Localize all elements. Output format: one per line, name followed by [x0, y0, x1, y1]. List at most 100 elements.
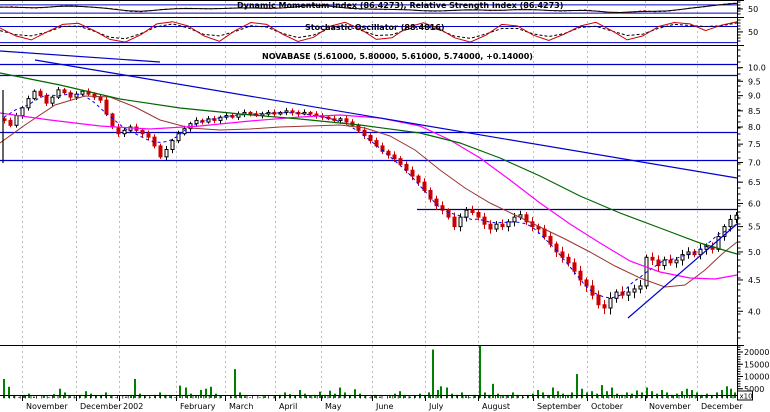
candle-down — [158, 145, 163, 158]
ma-long-green — [0, 72, 738, 255]
volume-bar — [299, 389, 301, 398]
month-label: 2002 — [123, 402, 143, 411]
candle-up — [32, 90, 37, 100]
volume-bar — [701, 394, 703, 398]
candle-up — [506, 221, 511, 228]
candle-down — [290, 110, 295, 113]
candle-down — [620, 291, 625, 296]
volume-bar — [210, 386, 212, 398]
candle-up — [284, 110, 289, 113]
axis-label: 9.5 — [748, 77, 761, 86]
candle-down — [524, 214, 529, 223]
axis-label: 8.5 — [748, 107, 761, 116]
volume-bar — [53, 394, 55, 398]
candle-down — [650, 256, 655, 261]
candle-up — [638, 285, 643, 290]
candle-down — [476, 211, 481, 218]
candle-up — [680, 254, 685, 261]
volume-bar — [369, 397, 371, 398]
candle-up — [26, 98, 31, 109]
candle-down — [68, 92, 73, 98]
volume-bar — [144, 396, 146, 398]
volume-unit-label: x10 — [740, 393, 753, 401]
volume-bar — [48, 397, 50, 398]
candle-up — [728, 218, 733, 228]
candle-down — [584, 279, 589, 287]
candle-up — [218, 116, 223, 121]
candle-down — [392, 154, 397, 160]
price-panel-title: NOVABASE (5.61000, 5.80000, 5.61000, 5.7… — [262, 52, 533, 61]
axis-label: 9.0 — [748, 92, 761, 101]
volume-bar — [686, 388, 688, 398]
volume-bar — [465, 396, 467, 398]
month-label: February — [180, 402, 216, 411]
axis-label: 4.5 — [748, 276, 761, 285]
candle-up — [56, 89, 61, 98]
axis-label: 15000 — [744, 360, 769, 369]
candle-up — [122, 129, 127, 135]
volume-bar — [502, 396, 504, 398]
volume-bar — [726, 386, 728, 398]
candle-down — [500, 223, 505, 228]
axis-label: 10000 — [744, 373, 769, 382]
volume-bar — [23, 394, 25, 398]
volume-bar — [671, 394, 673, 398]
volume-unit-box — [737, 390, 753, 401]
candle-up — [50, 96, 55, 104]
volume-bar — [681, 391, 683, 398]
volume-bar — [59, 388, 61, 398]
axis-label: 5.5 — [748, 223, 761, 232]
volume-bar — [3, 378, 5, 398]
candle-down — [44, 95, 49, 104]
volume-bar — [661, 389, 663, 398]
candle-down — [416, 175, 421, 183]
candle-down — [314, 113, 319, 117]
volume-bar — [110, 396, 112, 398]
volume-bar — [319, 391, 321, 398]
candle-down — [374, 140, 379, 147]
volume-bar — [18, 397, 20, 398]
volume-bar — [591, 391, 593, 398]
momentum-panel-title: Dynamic Momentum Index (86.4273), Relati… — [237, 1, 564, 10]
volume-bar — [547, 394, 549, 398]
volume-bar — [115, 397, 117, 398]
candle-down — [446, 209, 451, 218]
volume-bar — [234, 369, 236, 398]
volume-bar — [13, 396, 15, 398]
candle-up — [458, 216, 463, 228]
volume-bar — [691, 389, 693, 398]
axis-label: 20000 — [744, 348, 769, 357]
candle-up — [128, 126, 133, 131]
axis-label: 7.5 — [748, 140, 761, 149]
volume-bar — [440, 386, 442, 398]
uptrend-line — [627, 223, 738, 319]
candle-down — [140, 129, 145, 135]
volume-bar — [456, 394, 458, 398]
volume-bar — [130, 394, 132, 398]
candle-down — [146, 133, 151, 138]
axis-label: 10.0 — [748, 64, 766, 73]
volume-bar — [507, 394, 509, 398]
volume-bar — [711, 396, 713, 398]
candle-up — [512, 216, 517, 223]
volume-bar — [552, 387, 554, 398]
candle-down — [596, 294, 601, 306]
candle-up — [632, 288, 637, 293]
volume-bar — [324, 394, 326, 398]
month-label: August — [482, 402, 510, 411]
candle-down — [488, 223, 493, 230]
candle-down — [92, 93, 97, 98]
volume-bar — [646, 387, 648, 398]
candle-down — [602, 304, 607, 309]
candle-down — [98, 96, 103, 101]
volume-bar — [537, 389, 539, 398]
volume-bar — [567, 394, 569, 398]
volume-bar — [446, 387, 448, 398]
axis-label: 5.0 — [748, 248, 761, 257]
candle-down — [548, 235, 553, 245]
candle-up — [170, 140, 175, 151]
candle-up — [14, 115, 19, 126]
volume-bar — [339, 387, 341, 398]
